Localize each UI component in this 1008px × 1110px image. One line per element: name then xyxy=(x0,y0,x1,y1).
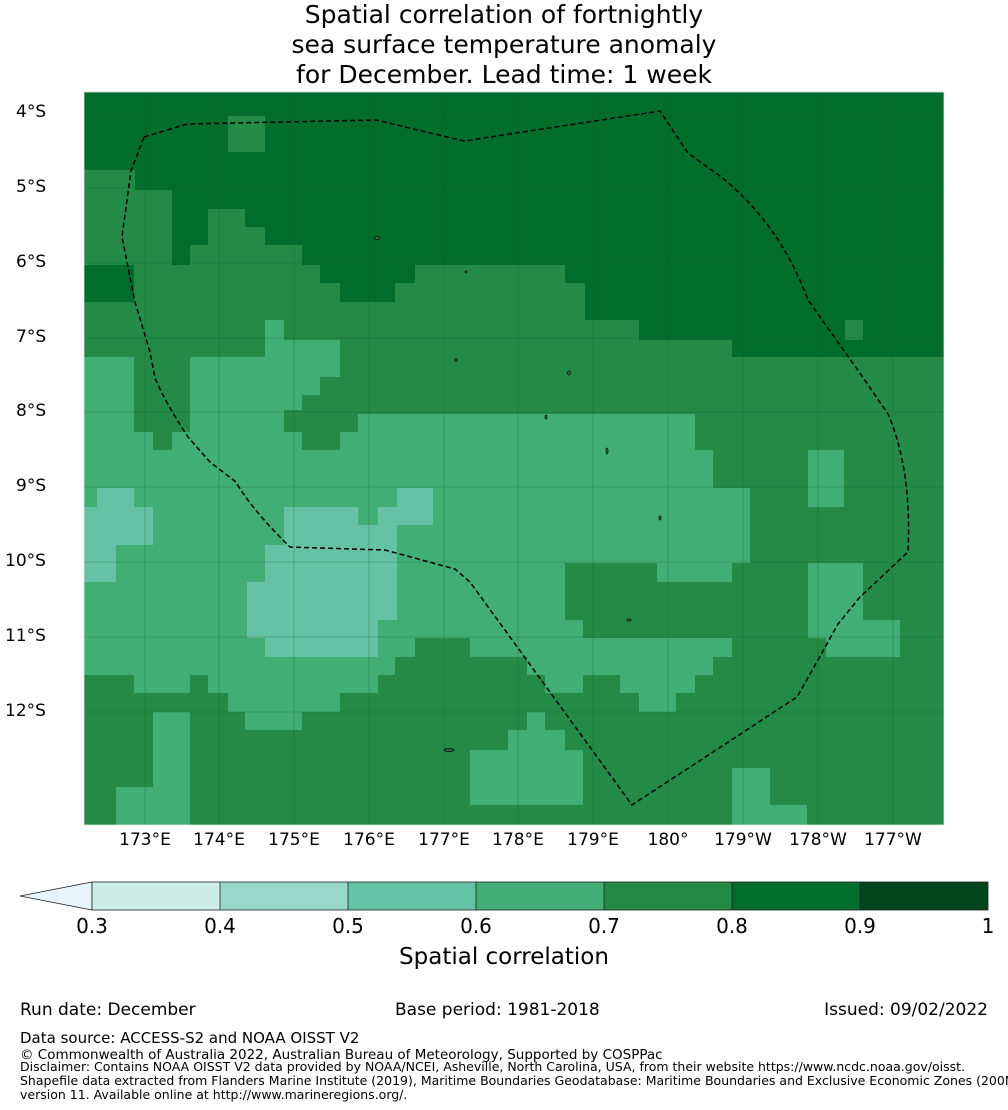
disclaimer-line-3: version 11. Available online at http://w… xyxy=(20,1087,408,1102)
lat-label: 5°S xyxy=(16,177,47,197)
colorbar-label: Spatial correlation xyxy=(399,944,609,970)
field-0.6-0.7-east3 xyxy=(826,620,900,657)
lon-label: 173°E xyxy=(119,830,171,850)
map-figure xyxy=(19,91,989,911)
colorbar xyxy=(19,881,989,911)
colorbar-bin-0.6-0.7 xyxy=(476,882,604,910)
field-0.8-0.9-north xyxy=(84,92,944,357)
colorbar-tick: 0.9 xyxy=(844,914,876,938)
disclaimer-line-2: Shapefile data extracted from Flanders M… xyxy=(20,1073,1008,1088)
colorbar-tick: 0.7 xyxy=(588,914,620,938)
lon-label: 179°W xyxy=(714,830,772,850)
field-0.6-0.7-south xyxy=(470,712,583,805)
title-line-3: for December. Lead time: 1 week xyxy=(296,60,712,89)
lat-label: 6°S xyxy=(16,252,47,272)
island xyxy=(443,748,455,752)
lat-label: 4°S xyxy=(16,102,47,122)
colorbar-tick: 0.8 xyxy=(716,914,748,938)
field-0.6-0.7-se xyxy=(732,768,770,825)
map-frame xyxy=(83,91,945,826)
data-source: Data source: ACCESS-S2 and NOAA OISST V2 xyxy=(20,1029,360,1047)
field-0.5-0.6-west xyxy=(84,488,153,582)
map-title: Spatial correlation of fortnightly sea s… xyxy=(0,0,1008,90)
gridlines xyxy=(84,92,944,825)
field-0.7-0.8-patch xyxy=(228,116,265,152)
lat-label: 12°S xyxy=(5,701,46,721)
title-line-1: Spatial correlation of fortnightly xyxy=(304,0,704,29)
lon-label: 174°E xyxy=(193,830,245,850)
eez-boundary xyxy=(121,110,910,807)
run-date: Run date: December xyxy=(20,1000,196,1020)
lon-label: 178°E xyxy=(492,830,544,850)
copyright: © Commonwealth of Australia 2022, Austra… xyxy=(20,1047,663,1063)
island xyxy=(626,618,632,622)
colorbar-bin-0.9-1 xyxy=(860,882,988,910)
lat-label: 11°S xyxy=(5,626,46,646)
base-period: Base period: 1981-2018 xyxy=(395,1000,600,1020)
islands xyxy=(373,236,662,752)
island xyxy=(373,236,381,240)
correlation-field xyxy=(84,92,944,825)
colorbar-tick: 0.5 xyxy=(332,914,364,938)
field-0.6-0.7-se2 xyxy=(770,805,807,825)
issued-date: Issued: 09/02/2022 xyxy=(824,1000,988,1020)
field-0.7-0.8-patch2 xyxy=(845,320,863,340)
colorbar-frame xyxy=(91,881,989,911)
colorbar-tick: 0.6 xyxy=(460,914,492,938)
island xyxy=(454,358,458,362)
field-0.8-0.9-west xyxy=(84,265,134,302)
field-0.6-0.7-east xyxy=(808,450,844,507)
island xyxy=(658,515,662,521)
colorbar-tick: 0.4 xyxy=(204,914,236,938)
colorbar-bin-0.8-0.9 xyxy=(732,882,860,910)
field-0.6-0.7-sw xyxy=(153,712,190,825)
lon-label: 178°W xyxy=(789,830,847,850)
island xyxy=(605,447,609,455)
lon-label: 175°E xyxy=(268,830,320,850)
lat-label: 7°S xyxy=(16,327,47,347)
colorbar-bin-0.3-0.4 xyxy=(92,882,220,910)
colorbar-bin-0.5-0.6 xyxy=(348,882,476,910)
field-0.5-0.6-center xyxy=(247,488,433,657)
disclaimer-line-1: Disclaimer: Contains NOAA OISST V2 data … xyxy=(20,1059,965,1074)
lon-label: 179°E xyxy=(567,830,619,850)
lon-label: 177°E xyxy=(418,830,470,850)
island xyxy=(567,370,571,376)
lon-label: 176°E xyxy=(343,830,395,850)
colorbar-bin-0.4-0.5 xyxy=(220,882,348,910)
lat-label: 8°S xyxy=(16,401,47,421)
title-line-2: sea surface temperature anomaly xyxy=(291,30,717,59)
lat-label: 9°S xyxy=(16,476,47,496)
colorbar-extend-arrow xyxy=(19,881,93,911)
island xyxy=(544,414,548,420)
lon-label: 180° xyxy=(647,830,689,850)
island xyxy=(464,270,468,274)
colorbar-bin-0.7-0.8 xyxy=(604,882,732,910)
lat-label: 10°S xyxy=(5,551,46,571)
field-0.6-0.7-sw2 xyxy=(116,787,153,825)
colorbar-tick: 0.3 xyxy=(76,914,108,938)
colorbar-tick: 1 xyxy=(981,914,995,938)
lon-label: 177°W xyxy=(864,830,922,850)
